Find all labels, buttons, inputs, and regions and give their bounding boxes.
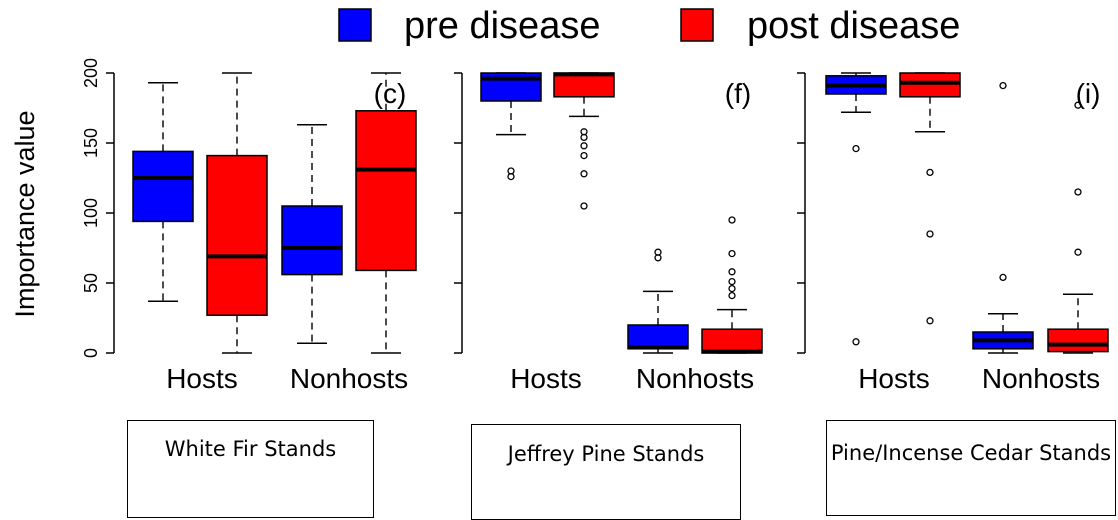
iqr-box xyxy=(281,205,343,276)
outlier-point xyxy=(999,81,1007,90)
outlier-point xyxy=(580,128,588,136)
y-tick-label: 0 xyxy=(81,348,101,358)
x-category-label: Hosts xyxy=(858,363,930,394)
panel-2: Hosts Nonhosts (i) xyxy=(797,72,1109,394)
outlier-point xyxy=(1074,101,1082,109)
y-tick-label: 50 xyxy=(81,273,101,293)
box-pre-disease-hosts xyxy=(480,72,542,181)
outlier-point xyxy=(1074,188,1082,196)
legend-swatch-pre xyxy=(338,8,372,42)
chart: pre disease post disease Importance valu… xyxy=(10,5,1109,394)
outlier-point xyxy=(728,268,736,276)
box-post-disease-nonhosts xyxy=(701,216,763,354)
caption-jeffrey-pine: Jeffrey Pine Stands xyxy=(471,424,741,520)
outlier-point xyxy=(926,168,934,177)
outlier-point xyxy=(728,284,736,293)
outlier-point xyxy=(507,167,515,175)
y-tick-label: 200 xyxy=(81,58,101,88)
box-pre-disease-hosts xyxy=(825,72,887,346)
panel-1: Hosts Nonhosts (f) xyxy=(454,72,763,394)
outlier-point xyxy=(926,230,934,238)
box-pre-disease-nonhosts xyxy=(972,81,1034,354)
box-post-disease-hosts xyxy=(206,72,268,354)
box-pre-disease-nonhosts xyxy=(627,248,689,354)
outlier-point xyxy=(728,216,736,224)
outlier-point xyxy=(926,317,934,325)
panel-label: (f) xyxy=(725,78,751,109)
iqr-box xyxy=(355,110,417,272)
legend: pre disease post disease xyxy=(338,5,960,47)
panel-label: (i) xyxy=(1076,78,1101,109)
y-tick-label: 100 xyxy=(81,198,101,228)
legend-label-post: post disease xyxy=(747,5,960,47)
outlier-point xyxy=(728,291,736,300)
outlier-point xyxy=(580,142,588,150)
outlier-point xyxy=(580,202,588,210)
x-category-label: Nonhosts xyxy=(290,363,408,394)
outlier-point xyxy=(580,151,588,160)
box-post-disease-hosts xyxy=(899,72,961,325)
iqr-box xyxy=(627,324,689,350)
x-category-label: Nonhosts xyxy=(982,363,1100,394)
box-pre-disease-hosts xyxy=(132,82,194,302)
outlier-point xyxy=(728,249,736,258)
x-category-label: Nonhosts xyxy=(636,363,754,394)
legend-swatch-post xyxy=(680,8,714,42)
iqr-box xyxy=(1047,328,1109,353)
panel-0: 0 50 100 150 200 Hosts Nonhosts (c) xyxy=(81,58,417,394)
x-category-label: Hosts xyxy=(166,363,238,394)
iqr-box xyxy=(899,72,961,98)
panel-label: (c) xyxy=(374,78,407,109)
outlier-point xyxy=(580,170,588,178)
outlier-point xyxy=(654,248,662,256)
outlier-point xyxy=(1074,248,1082,256)
legend-label-pre: pre disease xyxy=(404,5,600,47)
outlier-point xyxy=(728,277,736,286)
outlier-point xyxy=(852,338,860,346)
caption-white-fir: White Fir Stands xyxy=(127,420,374,518)
caption-pine-incense-cedar: Pine/Incense Cedar Stands xyxy=(826,420,1116,516)
x-category-label: Hosts xyxy=(510,363,582,394)
y-tick-label: 150 xyxy=(81,128,101,158)
iqr-box xyxy=(132,150,194,223)
box-pre-disease-nonhosts xyxy=(281,124,343,344)
box-post-disease-nonhosts xyxy=(355,72,417,354)
iqr-box xyxy=(553,72,615,98)
y-axis-label: Importance value xyxy=(10,110,40,317)
iqr-box xyxy=(206,154,268,316)
outlier-point xyxy=(852,144,860,153)
iqr-box xyxy=(701,328,763,354)
box-post-disease-hosts xyxy=(553,72,615,210)
outlier-point xyxy=(999,273,1007,282)
box-post-disease-nonhosts xyxy=(1047,101,1109,354)
